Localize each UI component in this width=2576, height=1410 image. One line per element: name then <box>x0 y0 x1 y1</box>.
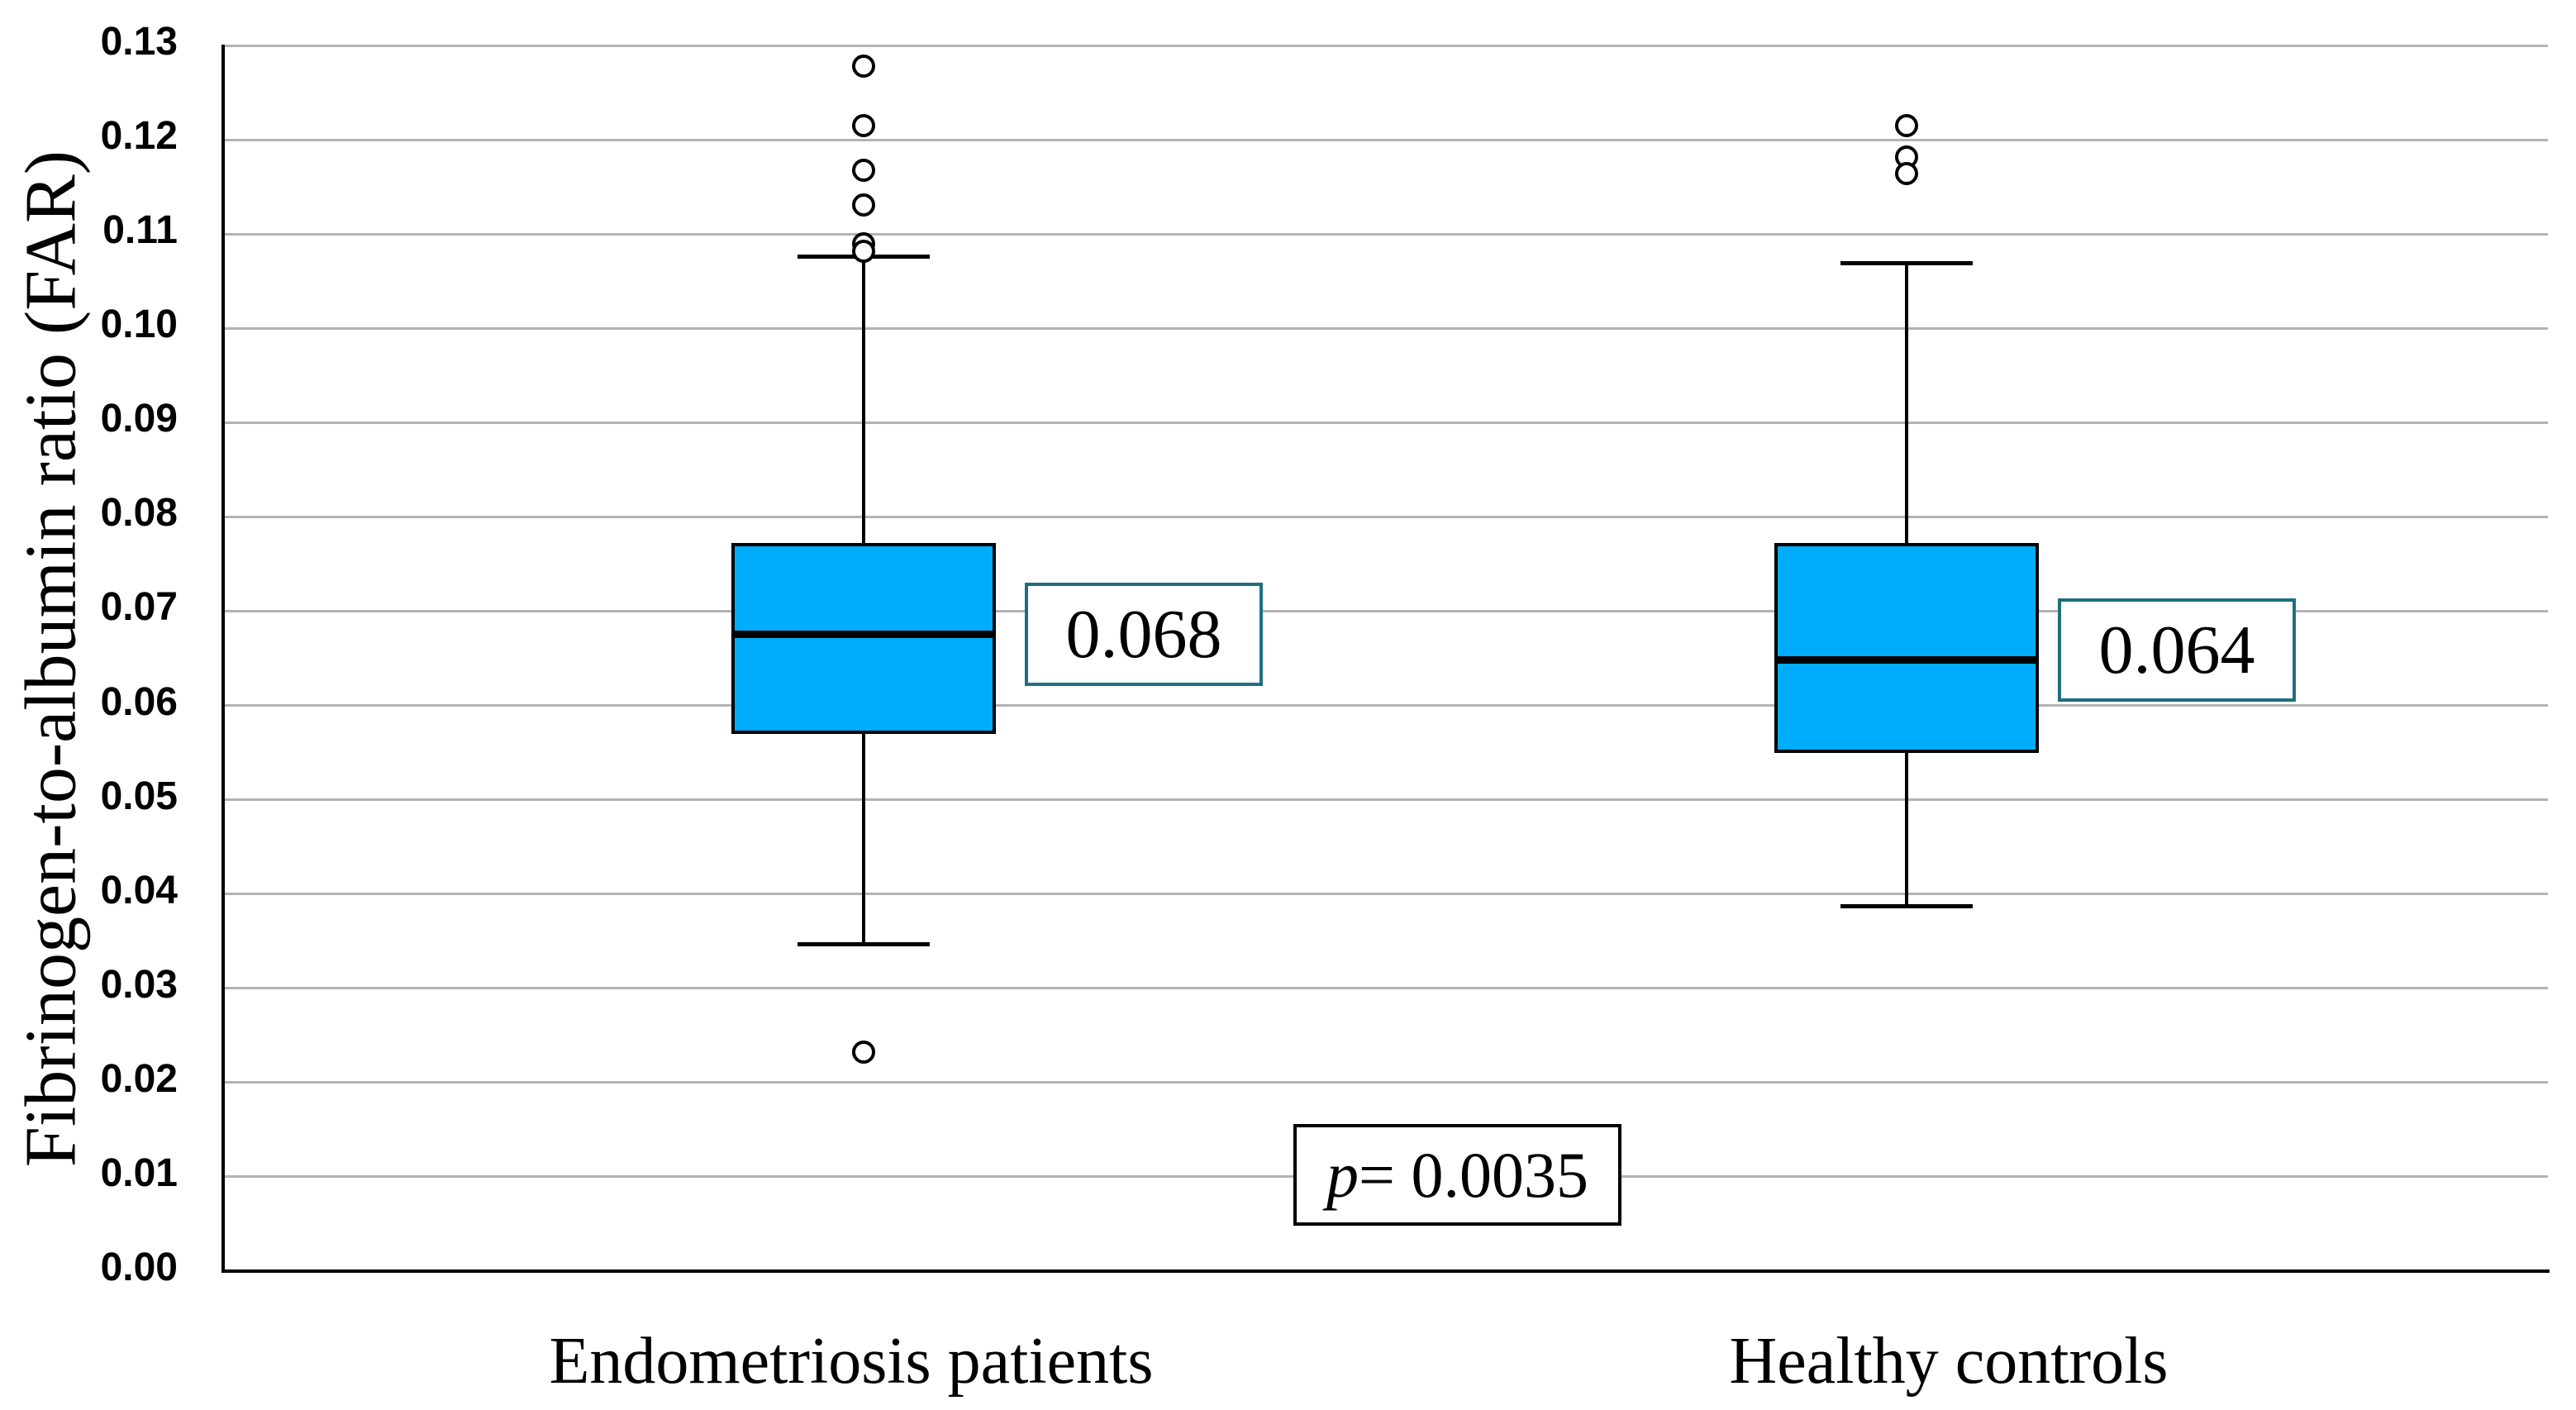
y-tick-label: 0.13 <box>100 20 178 64</box>
category-label: Healthy controls <box>1729 1325 2169 1398</box>
whisker-lower-cap <box>1840 904 1973 909</box>
gridline <box>223 987 2548 990</box>
whisker-upper-line <box>862 256 865 544</box>
y-tick-label: 0.06 <box>100 679 178 724</box>
whisker-lower-cap <box>798 941 930 946</box>
outlier-point <box>852 193 875 217</box>
p-value-annotation: p = 0.0035 <box>1293 1124 1621 1226</box>
outlier-point <box>852 239 875 263</box>
y-tick-label: 0.03 <box>100 962 178 1007</box>
gridline <box>223 326 2548 330</box>
y-tick-label: 0.09 <box>100 397 178 441</box>
y-tick-label: 0.01 <box>100 1150 178 1195</box>
outlier-point <box>852 1041 875 1065</box>
gridline <box>223 798 2548 802</box>
y-tick-label: 0.11 <box>102 208 178 253</box>
whisker-lower-line <box>862 733 865 945</box>
gridline <box>223 138 2548 141</box>
outlier-point <box>852 158 875 182</box>
gridline <box>223 609 2548 612</box>
median-line <box>731 631 996 639</box>
gridline <box>223 44 2548 47</box>
p-value-text: = 0.0035 <box>1359 1138 1588 1211</box>
median-label-box: 0.068 <box>1025 582 1263 686</box>
box-iqr <box>1774 543 2039 753</box>
median-label-box: 0.064 <box>2058 598 2296 702</box>
gridline <box>223 1081 2548 1084</box>
gridline <box>223 421 2548 424</box>
gridline <box>223 515 2548 518</box>
y-tick-label: 0.02 <box>100 1056 178 1101</box>
y-tick-label: 0.04 <box>100 868 178 912</box>
y-tick-label: 0.00 <box>100 1246 178 1289</box>
y-tick-label: 0.05 <box>100 774 178 818</box>
gridline <box>223 704 2548 707</box>
median-line <box>1774 656 2039 665</box>
x-axis-line <box>221 1269 2550 1273</box>
y-axis-line <box>221 45 225 1273</box>
gridline <box>223 232 2548 236</box>
outlier-point <box>1895 162 1918 186</box>
outlier-point <box>852 113 875 137</box>
median-label-value: 0.064 <box>2098 611 2255 688</box>
whisker-lower-line <box>1905 752 1908 907</box>
y-tick-label: 0.10 <box>100 302 178 347</box>
gridline <box>223 893 2548 896</box>
y-tick-label: 0.07 <box>100 585 178 630</box>
y-tick-label: 0.08 <box>100 491 178 536</box>
box-iqr <box>731 543 996 734</box>
outlier-point <box>852 55 875 79</box>
p-value-symbol: p <box>1326 1138 1359 1211</box>
outlier-point <box>1895 113 1918 137</box>
category-label: Endometriosis patients <box>549 1325 1154 1398</box>
y-tick-label: 0.12 <box>100 114 178 159</box>
median-label-value: 0.068 <box>1065 595 1222 673</box>
whisker-upper-line <box>1905 263 1908 544</box>
whisker-upper-cap <box>1840 261 1973 266</box>
